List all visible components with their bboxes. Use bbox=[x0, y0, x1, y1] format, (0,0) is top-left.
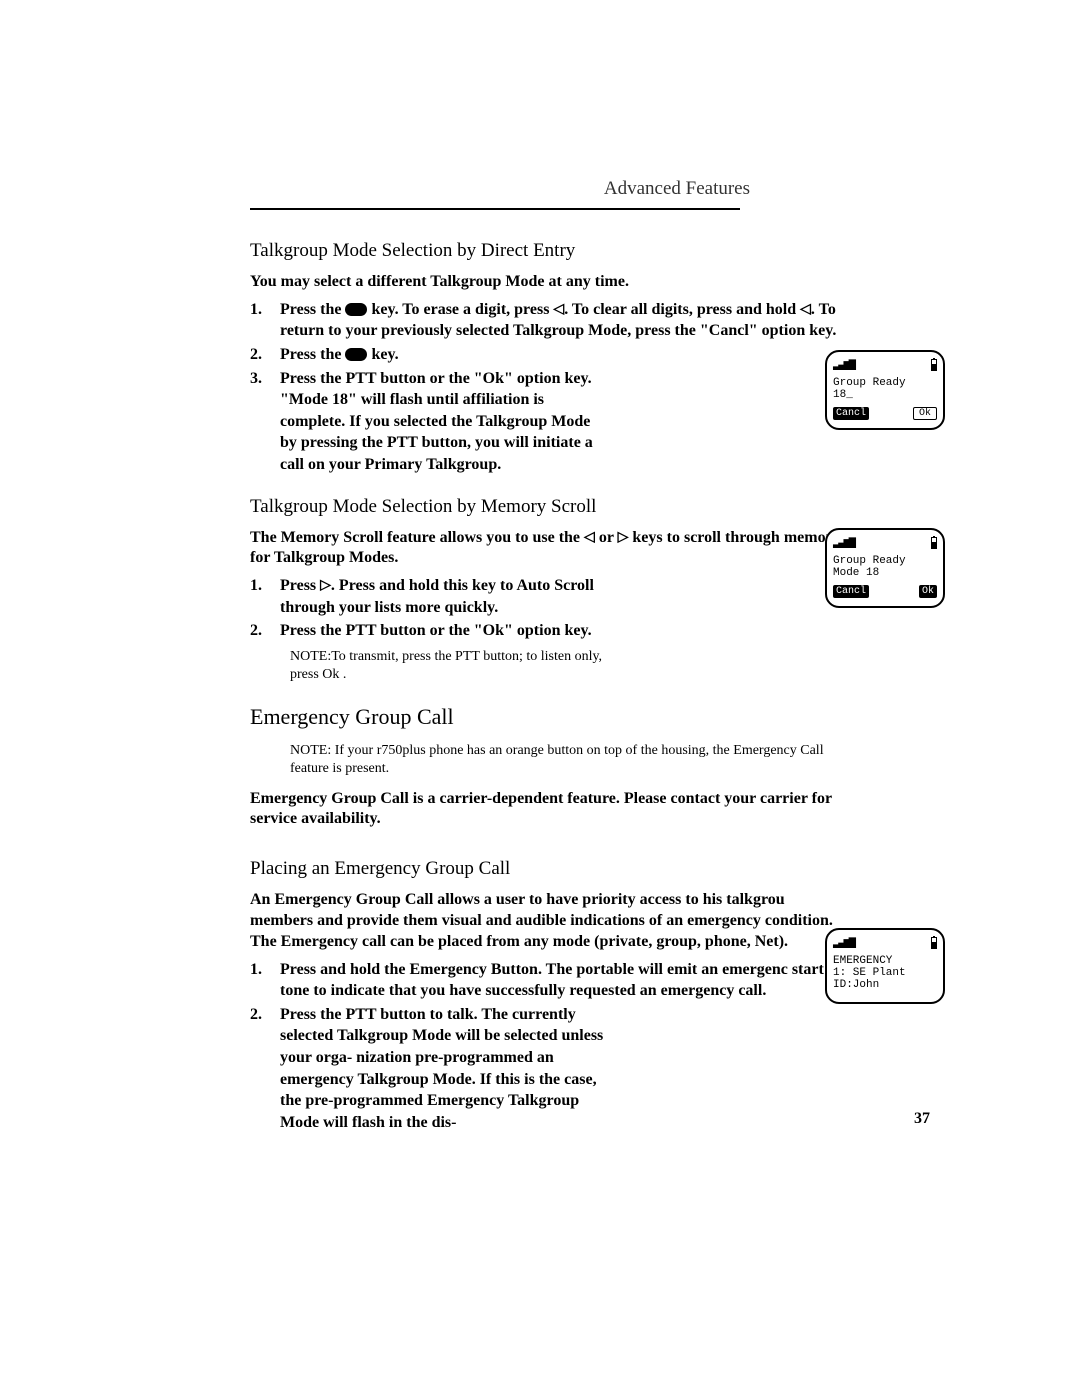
phone-status-bar: ▂▃▅▆ bbox=[833, 535, 937, 551]
section-title-placing-emergency: Placing an Emergency Group Call bbox=[250, 858, 850, 880]
header-rule bbox=[250, 208, 740, 210]
page-content: Advanced Features Talkgroup Mode Selecti… bbox=[250, 178, 850, 1135]
softkey-cancel: Cancl bbox=[833, 407, 869, 420]
note-text: If your r750plus phone has an orange but… bbox=[290, 743, 824, 776]
section3-intro: An Emergency Group Call allows a user to… bbox=[250, 890, 850, 952]
list-item: 2. Press the PTT button or the "Ok" opti… bbox=[250, 620, 600, 642]
phone-screen-2: ▂▃▅▆ Group Ready Mode 18 Cancl Ok bbox=[825, 528, 945, 608]
battery-icon bbox=[931, 537, 937, 549]
list-item: 2. Press the key. bbox=[250, 344, 850, 366]
page-header: Advanced Features bbox=[250, 178, 850, 200]
note-text: To transmit, press the PTT button; to li… bbox=[290, 649, 602, 682]
signal-icon: ▂▃▅▆ bbox=[833, 536, 854, 549]
item-number: 2. bbox=[250, 620, 262, 642]
right-arrow-icon: ▷ bbox=[320, 577, 331, 596]
list-item: 1. Press ▷. Press and hold this key to A… bbox=[250, 575, 600, 618]
back-arrow-icon: ◁ bbox=[800, 301, 811, 320]
section3-list: 1. Press and hold the Emergency Button. … bbox=[250, 959, 850, 1134]
phone-softkeys: Cancl Ok bbox=[833, 585, 937, 598]
phone-status-bar: ▂▃▅▆ bbox=[833, 357, 937, 373]
signal-icon: ▂▃▅▆ bbox=[833, 358, 854, 371]
back-arrow-icon: ◁ bbox=[553, 301, 564, 320]
section1-list: 1. Press the key. To erase a digit, pres… bbox=[250, 299, 850, 476]
heading-emergency: Emergency Group Call bbox=[250, 704, 850, 730]
section-title-memory-scroll: Talkgroup Mode Selection by Memory Scrol… bbox=[250, 496, 850, 518]
key-icon bbox=[345, 303, 367, 316]
section-title-direct-entry: Talkgroup Mode Selection by Direct Entry bbox=[250, 240, 850, 262]
right-arrow-icon: ▷ bbox=[618, 529, 629, 547]
battery-icon bbox=[931, 359, 937, 371]
item-number: 1. bbox=[250, 575, 262, 597]
phone-screen-3: ▂▃▅▆ EMERGENCY 1: SE Plant ID:John bbox=[825, 928, 945, 1004]
screen-line: Group Ready bbox=[833, 377, 937, 389]
screen-line: Mode 18 bbox=[833, 567, 937, 579]
section1-intro: You may select a different Talkgroup Mod… bbox=[250, 272, 850, 293]
screen-line: ID:John bbox=[833, 979, 937, 991]
section2-intro: The Memory Scroll feature allows you to … bbox=[250, 528, 850, 570]
item-number: 3. bbox=[250, 368, 262, 390]
emergency-para: Emergency Group Call is a carrier-depend… bbox=[250, 789, 850, 831]
screen-line: 18_ bbox=[833, 389, 937, 401]
phone-screen-1: ▂▃▅▆ Group Ready 18_ Cancl Ok bbox=[825, 350, 945, 430]
left-arrow-icon: ◁ bbox=[584, 529, 595, 547]
softkey-ok: Ok bbox=[913, 407, 937, 420]
note-transmit: NOTE:To transmit, press the PTT button; … bbox=[290, 648, 610, 684]
phone-softkeys: Cancl Ok bbox=[833, 407, 937, 420]
battery-icon bbox=[931, 937, 937, 949]
softkey-ok: Ok bbox=[919, 585, 937, 598]
screen-line: 1: SE Plant bbox=[833, 967, 937, 979]
list-item: 1. Press the key. To erase a digit, pres… bbox=[250, 299, 850, 342]
signal-icon: ▂▃▅▆ bbox=[833, 936, 854, 949]
phone-status-bar: ▂▃▅▆ bbox=[833, 935, 937, 951]
note-label: NOTE: bbox=[290, 649, 331, 664]
item-number: 2. bbox=[250, 344, 262, 366]
note-label: NOTE: bbox=[290, 743, 335, 758]
list-item: 1. Press and hold the Emergency Button. … bbox=[250, 959, 850, 1002]
item-number: 1. bbox=[250, 959, 262, 981]
note-emergency-button: NOTE: If your r750plus phone has an oran… bbox=[290, 742, 850, 778]
page-number: 37 bbox=[914, 1110, 930, 1128]
item-text: Press the PTT button to talk. The curren… bbox=[280, 1006, 603, 1131]
key-icon bbox=[345, 348, 367, 361]
screen-line: EMERGENCY bbox=[833, 955, 937, 967]
list-item: 3. Press the PTT button or the "Ok" opti… bbox=[250, 368, 600, 476]
softkey-cancel: Cancl bbox=[833, 585, 869, 598]
section2-list: 1. Press ▷. Press and hold this key to A… bbox=[250, 575, 850, 642]
list-item: 2. Press the PTT button to talk. The cur… bbox=[250, 1004, 620, 1134]
item-number: 2. bbox=[250, 1004, 262, 1026]
item-number: 1. bbox=[250, 299, 262, 321]
screen-line: Group Ready bbox=[833, 555, 937, 567]
item-text: Press and hold the Emergency Button. The… bbox=[280, 961, 824, 1000]
